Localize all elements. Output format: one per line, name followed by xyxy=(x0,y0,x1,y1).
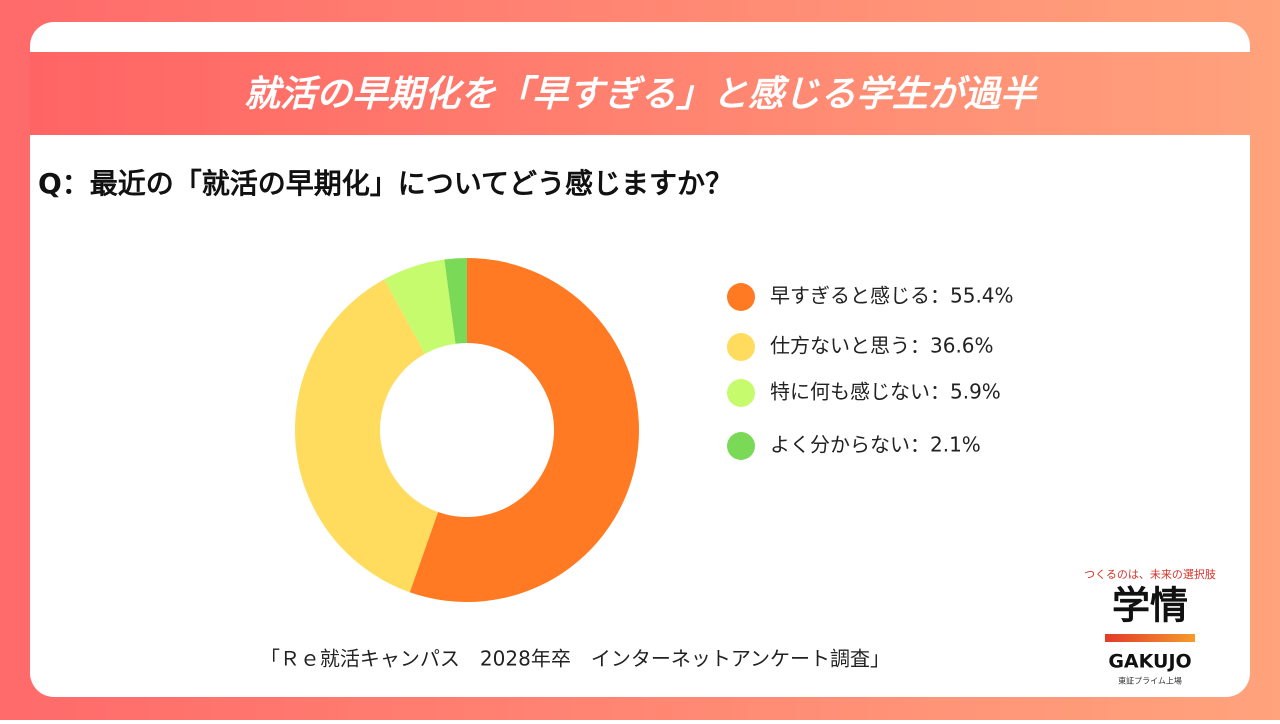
logo-name: 学情 xyxy=(1112,584,1188,628)
legend-swatch xyxy=(727,333,755,361)
legend-swatch xyxy=(727,379,755,407)
legend-label: よく分からない：2.1% xyxy=(770,433,981,457)
donut-slice xyxy=(444,258,467,344)
logo-listing: 東証プライム上場 xyxy=(1118,676,1182,686)
source: 「Ｒｅ就活キャンパス 2028年卒 インターネットアンケート調査」 xyxy=(260,647,890,671)
donut-slice xyxy=(409,258,639,602)
banner-title: 就活の早期化を「早すぎる」と感じる学生が過半 xyxy=(244,74,1039,115)
legend-label: 仕方ないと思う：36.6% xyxy=(770,334,994,358)
logo-tagline: つくるのは、未来の選択肢 xyxy=(1084,567,1216,581)
logo: つくるのは、未来の選択肢 学情 GAKUJO 東証プライム上場 xyxy=(1084,567,1216,686)
logo-bar xyxy=(1105,634,1195,642)
banner xyxy=(30,52,1250,135)
legend-label: 早すぎると感じる：55.4% xyxy=(770,284,1014,308)
question: Q：最近の「就活の早期化」についてどう感じますか？ xyxy=(38,167,733,200)
donut-slice xyxy=(384,259,456,354)
legend-swatch xyxy=(727,283,755,311)
donut-slice xyxy=(295,279,439,593)
legend-swatch xyxy=(727,432,755,460)
legend-label: 特に何も感じない：5.9% xyxy=(770,380,1001,404)
logo-roman: GAKUJO xyxy=(1108,651,1191,673)
